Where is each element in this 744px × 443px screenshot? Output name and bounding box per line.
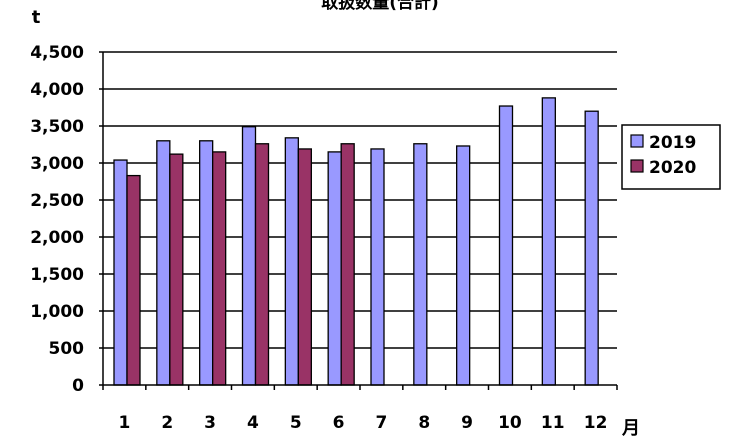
bar — [254, 143, 270, 386]
x-axis-unit-label: 月 — [621, 418, 640, 439]
y-tick-label: 2,500 — [30, 191, 84, 211]
x-tick-label: 11 — [541, 413, 565, 433]
x-tick-label: 4 — [247, 413, 259, 433]
bar — [126, 174, 141, 386]
y-tick-label: 2,000 — [30, 228, 84, 248]
bar — [370, 148, 385, 386]
x-tick-label: 5 — [290, 413, 302, 433]
x-tick-label: 12 — [584, 413, 608, 433]
bar — [284, 137, 299, 386]
bar — [498, 105, 514, 386]
bar — [456, 145, 471, 386]
bar — [413, 143, 428, 386]
bar — [212, 151, 227, 386]
legend: 2019 2020 — [621, 124, 721, 190]
y-tick-label: 1,500 — [30, 265, 84, 285]
bar — [169, 153, 184, 386]
y-tick-label: 3,000 — [30, 154, 84, 174]
legend-swatch — [630, 159, 644, 173]
bar — [113, 159, 128, 386]
x-tick-label: 6 — [333, 413, 345, 433]
bar — [241, 126, 257, 386]
y-tick-label: 3,500 — [30, 117, 84, 137]
x-tick-label: 8 — [418, 413, 430, 433]
y-tick-label: 4,500 — [30, 43, 84, 63]
x-tick-label: 10 — [498, 413, 522, 433]
bar — [156, 140, 171, 386]
y-tick-label: 1,000 — [30, 302, 84, 322]
bar — [584, 110, 599, 386]
y-tick-label: 4,000 — [30, 80, 84, 100]
bar — [340, 143, 355, 386]
plot-area: 0 500 1,000 1,500 2,000 2,500 3,000 3,500 4,000 4… — [30, 43, 618, 433]
y-tick-label: 0 — [72, 376, 84, 396]
x-tick-label: 9 — [461, 413, 473, 433]
x-tick-label: 2 — [161, 413, 173, 433]
bar — [199, 140, 214, 386]
legend-label: 2020 — [649, 158, 696, 178]
y-tick-label: 500 — [49, 339, 85, 359]
y-axis-unit-label: t — [32, 7, 41, 28]
chart-title: 取扱数量(合計) — [321, 0, 439, 13]
legend-label: 2019 — [649, 133, 696, 153]
legend-box — [621, 124, 721, 190]
bar — [297, 148, 312, 386]
bar — [327, 151, 342, 386]
legend-swatch — [630, 134, 644, 148]
x-tick-label: 1 — [118, 413, 130, 433]
bar — [541, 97, 556, 386]
x-tick-label: 3 — [204, 413, 216, 433]
x-tick-label: 7 — [375, 413, 387, 433]
